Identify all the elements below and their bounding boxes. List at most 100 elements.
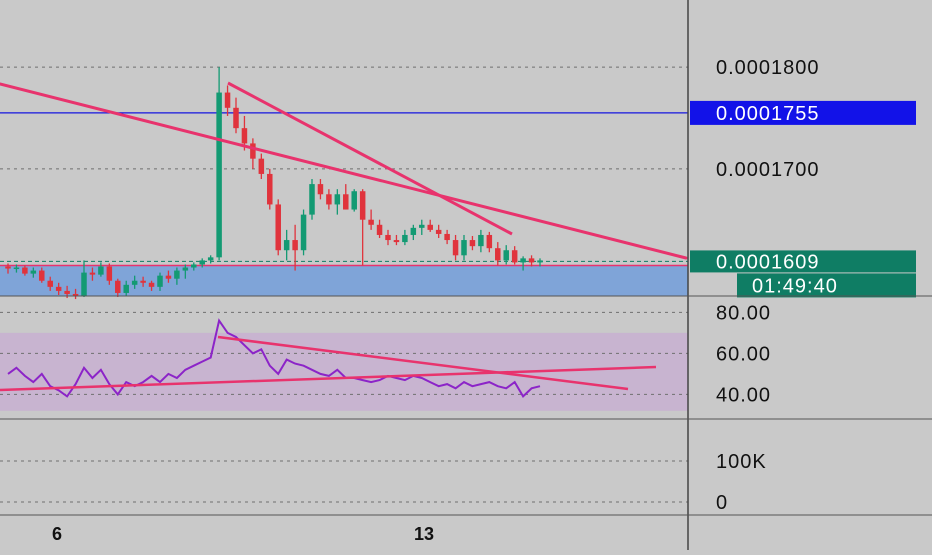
- candle-body: [410, 227, 417, 235]
- candle: [55, 282, 62, 295]
- candle: [351, 189, 357, 212]
- time-axis: 6 13: [52, 524, 434, 544]
- candle: [368, 209, 374, 230]
- candle-body: [250, 143, 256, 159]
- candle: [258, 153, 265, 180]
- candle: [444, 229, 450, 245]
- candle-body: [528, 258, 535, 263]
- countdown-tag: 01:49:40: [752, 275, 838, 297]
- candle: [89, 267, 96, 281]
- candle: [224, 85, 231, 116]
- candle: [106, 263, 113, 285]
- rsi-label-80: 80.00: [716, 302, 771, 324]
- candle-body: [131, 280, 138, 285]
- candle-body: [199, 260, 205, 265]
- candle: [326, 189, 332, 210]
- rsi-series-line: [7, 318, 541, 398]
- current-price-tag-background: [690, 250, 916, 273]
- candle: [30, 267, 37, 278]
- price-label-0001700: 0.0001700: [716, 159, 820, 181]
- countdown-tag-background: [737, 273, 916, 298]
- candle: [39, 267, 45, 283]
- candle-body: [224, 92, 231, 108]
- candle: [486, 231, 493, 253]
- candle-body: [123, 284, 129, 293]
- price-label-0001800: 0.0001800: [716, 57, 820, 79]
- candle-body: [157, 275, 163, 287]
- candle: [469, 235, 476, 251]
- volume-panel: 100K 0: [0, 451, 767, 514]
- candle: [334, 189, 341, 215]
- candle: [385, 229, 391, 246]
- candle-body: [469, 240, 476, 247]
- candle-body: [537, 260, 543, 263]
- candle: [267, 168, 273, 210]
- candle-body: [309, 184, 315, 215]
- candle: [98, 262, 104, 277]
- volume-label-100k: 100K: [716, 451, 767, 473]
- candle-body: [376, 224, 383, 235]
- candle: [359, 189, 366, 266]
- candle: [300, 209, 307, 256]
- candle-body: [30, 270, 37, 274]
- candle-body: [444, 233, 450, 241]
- candle: [410, 224, 417, 241]
- candle: [115, 278, 121, 298]
- candle-body: [520, 258, 526, 263]
- candle-body: [402, 234, 408, 243]
- candle: [250, 138, 256, 169]
- candle-body: [140, 280, 146, 283]
- candle: [317, 179, 324, 200]
- candle: [157, 272, 163, 291]
- candle-body: [22, 267, 28, 274]
- candle-body: [385, 234, 391, 241]
- candle: [131, 275, 138, 289]
- candle-body: [72, 293, 79, 296]
- candle-body: [182, 267, 189, 271]
- candle: [283, 229, 290, 261]
- candle: [478, 229, 484, 253]
- candle-body: [13, 267, 20, 270]
- volume-label-0: 0: [716, 492, 728, 514]
- candle-body: [98, 266, 104, 275]
- candle-body: [115, 280, 121, 293]
- current-price-tag: 0.0001609: [716, 251, 820, 273]
- candle-body: [216, 92, 222, 258]
- candle: [233, 97, 239, 134]
- candle-body: [292, 240, 298, 251]
- level-tag-background: [690, 100, 916, 125]
- candle-body: [233, 107, 239, 129]
- candle-body: [81, 272, 87, 296]
- candle: [376, 219, 383, 239]
- rsi-label-60: 60.00: [716, 343, 771, 365]
- candle-body: [326, 194, 332, 205]
- candle-body: [317, 184, 324, 195]
- candle: [5, 263, 11, 274]
- candle: [182, 264, 189, 279]
- price-panel: [0, 66, 688, 300]
- candle: [22, 265, 28, 276]
- candle: [72, 288, 79, 300]
- candle-body: [241, 128, 248, 144]
- candle: [343, 184, 349, 210]
- candle: [427, 219, 433, 232]
- candle: [528, 255, 535, 267]
- rsi-ascending-trendline: [0, 365, 657, 392]
- candle-body: [486, 234, 493, 249]
- candle-body: [461, 240, 467, 256]
- candle-body: [258, 158, 265, 174]
- candle-body: [89, 272, 96, 275]
- candle-body: [106, 266, 113, 281]
- time-label-6: 6: [52, 524, 62, 544]
- rsi-panel: 80.00 60.00 40.00: [0, 302, 771, 411]
- candle: [461, 234, 467, 261]
- candle: [309, 179, 315, 220]
- candle-body: [452, 240, 459, 256]
- candle: [402, 229, 408, 246]
- candle-body: [275, 204, 281, 251]
- candle: [140, 276, 146, 287]
- price-axis: 0.0001800 0.0001700 0.0001755 0.0001609 …: [690, 57, 916, 298]
- wedge-trendline: [227, 81, 513, 236]
- candle-body: [64, 290, 70, 294]
